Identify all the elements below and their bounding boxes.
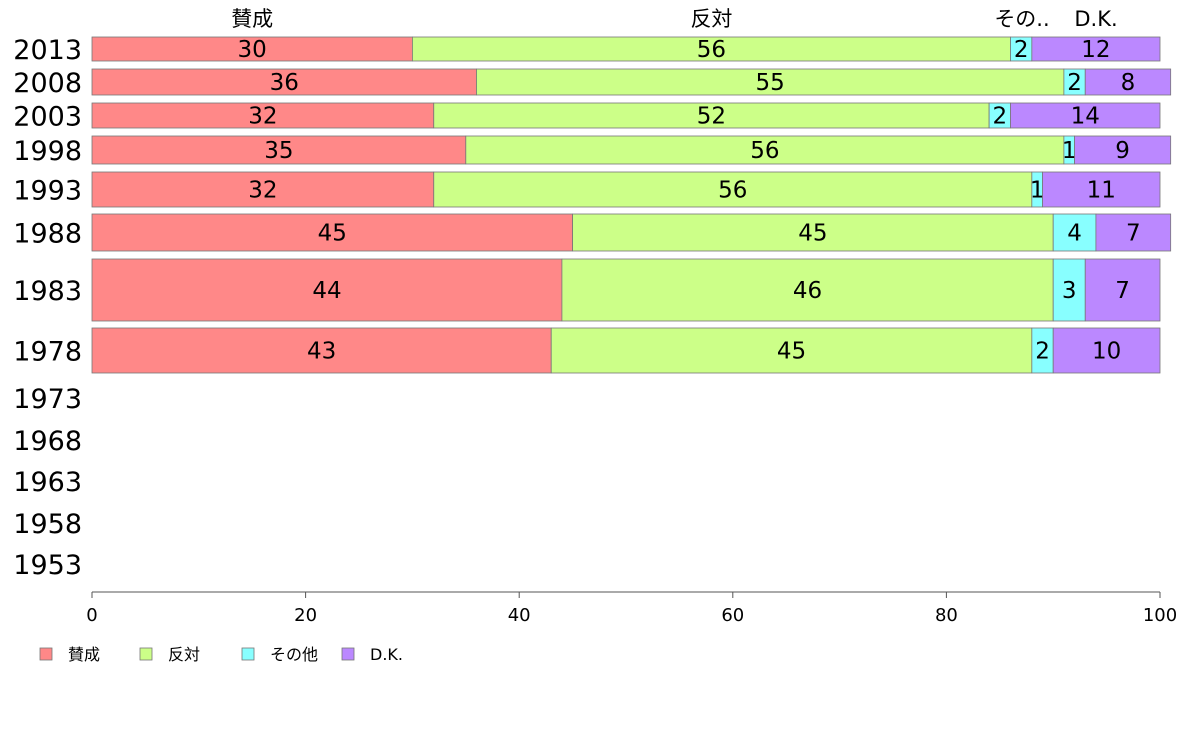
bar-value-label: 32 [248, 104, 277, 130]
bar-value-label: 45 [777, 339, 806, 365]
year-label: 1993 [13, 176, 82, 207]
legend-label: その他 [270, 645, 318, 664]
bar-value-label: 7 [1115, 278, 1130, 304]
bar-segment [465, 135, 1065, 165]
bar-value-label: 11 [1087, 178, 1116, 204]
x-tick-label: 100 [1143, 605, 1177, 626]
bar-value-label: 32 [248, 178, 277, 204]
legend: 賛成 反対 その他 D.K. [39, 645, 403, 664]
bar-segment [91, 171, 435, 208]
x-tick-label: 60 [721, 605, 744, 626]
bar-segment [1095, 213, 1172, 252]
legend-swatch [241, 647, 255, 661]
year-label: 1983 [13, 276, 82, 307]
bar-segment [411, 36, 1011, 62]
bar-segment [91, 213, 574, 252]
bar-value-label: 45 [318, 221, 347, 247]
x-tick-label: 40 [508, 605, 531, 626]
bar-segment [91, 68, 477, 96]
year-label: 2003 [13, 102, 82, 133]
bar-segment [1084, 68, 1172, 96]
legend-swatch [39, 647, 53, 661]
bar-value-label: 10 [1092, 339, 1121, 365]
bar-value-label: 14 [1071, 104, 1100, 130]
bar-value-label: 8 [1121, 70, 1136, 96]
x-tick-label: 0 [86, 605, 97, 626]
bar-segment [91, 36, 413, 62]
bar-value-label: 46 [793, 278, 822, 304]
bar-value-label: 56 [750, 138, 779, 164]
bar-value-label: 3 [1062, 278, 1077, 304]
bar-segment [1031, 36, 1161, 62]
bar-value-label: 1 [1030, 178, 1045, 204]
year-label: 1978 [13, 337, 82, 368]
bar-value-label: 12 [1081, 37, 1110, 63]
year-label: 1953 [13, 550, 82, 581]
year-label: 1958 [13, 509, 82, 540]
bar-segment [1052, 327, 1161, 374]
bar-value-label: 7 [1126, 221, 1141, 247]
bar-segment [572, 213, 1054, 252]
bar-value-label: 55 [756, 70, 785, 96]
year-label: 1988 [13, 219, 82, 250]
bar-value-label: 1 [1062, 138, 1077, 164]
bar-value-label: 56 [697, 37, 726, 63]
x-tick-label: 80 [935, 605, 958, 626]
bar-segment [561, 258, 1054, 322]
bar-value-label: 35 [264, 138, 293, 164]
bar-segment [1052, 258, 1086, 322]
bar-segment [433, 102, 990, 129]
legend-swatch [139, 647, 153, 661]
bar-segment [91, 258, 563, 322]
bar-segment [91, 135, 467, 165]
year-label: 1998 [13, 136, 82, 167]
bar-value-label: 44 [312, 278, 341, 304]
bar-value-label: 2 [1035, 339, 1050, 365]
bar-value-label: 56 [718, 178, 747, 204]
bar-segment [91, 102, 435, 129]
bar-segment [433, 171, 1033, 208]
bar-segment [91, 327, 552, 374]
bar-segment [1010, 102, 1161, 129]
bar-value-label: 4 [1067, 221, 1082, 247]
legend-label: D.K. [370, 645, 403, 664]
bar-value-label: 2 [1014, 37, 1029, 63]
year-label: 2008 [13, 68, 82, 99]
bar-value-label: 45 [798, 221, 827, 247]
bar-value-label: 30 [238, 37, 267, 63]
year-label: 1968 [13, 426, 82, 457]
legend-label: 反対 [168, 645, 200, 664]
x-axis: 0 20 40 60 80 100 [86, 591, 1177, 626]
legend-swatch [341, 647, 355, 661]
bar-value-label: 52 [697, 104, 726, 130]
bar-segment [1052, 213, 1097, 252]
column-header-label: D.K. [1074, 7, 1117, 31]
column-header-label: 賛成 [231, 7, 273, 31]
year-label: 2013 [13, 35, 82, 66]
year-label: 1963 [13, 467, 82, 498]
bar-segment [1084, 258, 1161, 322]
column-header-label: その.. [994, 7, 1049, 31]
legend-label: 賛成 [68, 645, 100, 664]
bar-segment [1042, 171, 1161, 208]
bar-value-label: 9 [1115, 138, 1130, 164]
bar-value-label: 2 [1067, 70, 1082, 96]
year-label: 1973 [13, 384, 82, 415]
column-header-labels: 賛成 反対 その.. D.K. [231, 7, 1117, 31]
bar-value-label: 2 [992, 104, 1007, 130]
bar-value-label: 36 [270, 70, 299, 96]
column-header-label: 反対 [690, 7, 732, 31]
bar-segment [476, 68, 1065, 96]
x-tick-label: 20 [294, 605, 317, 626]
bar-value-label: 43 [307, 339, 336, 365]
bar-segment [1074, 135, 1172, 165]
